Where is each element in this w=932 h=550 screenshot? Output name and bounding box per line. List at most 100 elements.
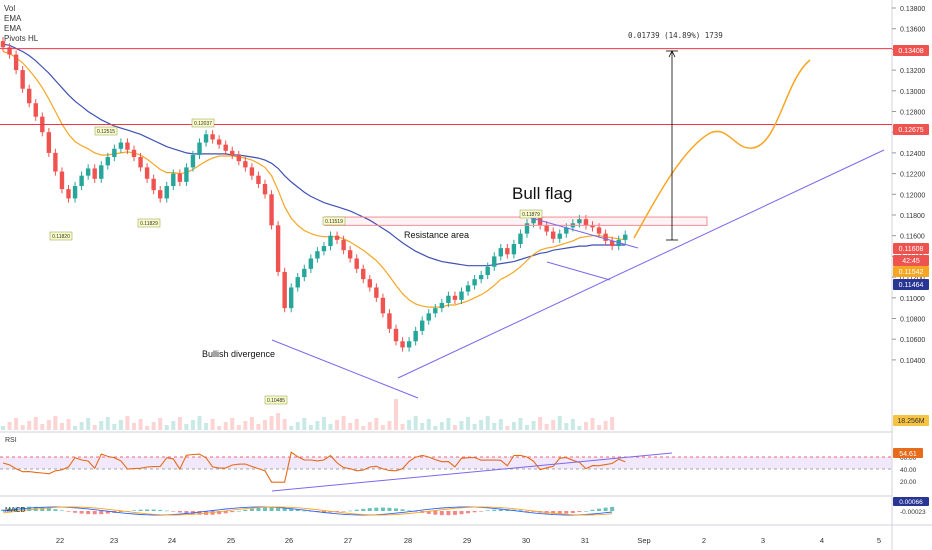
pivot-label: 0.11879 <box>522 212 540 218</box>
candle-body <box>623 234 628 240</box>
candle-body <box>341 239 346 251</box>
macd-histogram-bar <box>46 508 51 511</box>
price-axis[interactable]: 0.138000.136000.134000.132000.130000.128… <box>892 6 925 365</box>
projection-path[interactable] <box>633 59 811 239</box>
legend-item[interactable]: EMA <box>4 14 22 23</box>
macd-histogram-bar <box>158 509 163 511</box>
volume-bar <box>59 423 64 430</box>
volume-bar <box>367 422 372 430</box>
candle-body <box>374 287 379 298</box>
candle-body <box>393 328 399 342</box>
rsi-trendline[interactable] <box>271 452 673 492</box>
volume-bar <box>557 416 562 430</box>
divergence-label[interactable]: Bullish divergence <box>202 349 275 359</box>
candle-body <box>609 240 615 247</box>
volume-bar <box>164 425 169 430</box>
volume-bar <box>315 421 320 430</box>
candle-body <box>20 70 25 89</box>
legend-item[interactable]: EMA <box>4 24 22 33</box>
flag-lower-line[interactable] <box>546 261 611 281</box>
rsi-badge-label: 54.61 <box>899 451 917 458</box>
macd-signal-line <box>2 506 613 516</box>
macd-histogram-bar <box>53 509 58 511</box>
volume-bar <box>73 426 78 430</box>
measure-label: 0.01739 (14.89%) 1739 <box>628 31 723 40</box>
candle-body <box>0 41 6 48</box>
indicator-legend: Vol EMA EMA Pivots HL <box>4 4 38 44</box>
resistance-zone[interactable] <box>324 216 708 226</box>
pivot-box <box>264 395 288 405</box>
pivot-label: 0.10485 <box>267 398 285 404</box>
volume-bar <box>66 419 71 430</box>
macd-histogram-bar <box>177 511 182 513</box>
volume-bar <box>236 425 241 430</box>
pivot-box <box>94 126 118 136</box>
candle-body <box>72 186 78 199</box>
volume-bar <box>400 424 405 430</box>
candle-body <box>46 132 52 153</box>
macd-histogram-bar <box>564 511 569 514</box>
pivot-box <box>49 231 73 241</box>
volume-bar <box>472 424 477 430</box>
volume-bar <box>269 416 274 430</box>
divergence-trendline[interactable] <box>271 339 419 399</box>
volume-bar <box>603 421 608 430</box>
volume-bar <box>505 426 510 430</box>
candle-body <box>498 248 503 257</box>
bull-flag-label[interactable]: Bull flag <box>512 184 572 203</box>
time-tick-label: 5 <box>877 536 881 545</box>
candle-body <box>79 175 84 187</box>
macd-histogram-bar <box>105 511 110 514</box>
candle-body <box>190 154 196 168</box>
legend-item[interactable]: Pivots HL <box>4 34 39 43</box>
volume-bar <box>610 417 615 430</box>
candle-body <box>361 268 366 280</box>
support-trendline[interactable] <box>397 149 885 379</box>
macd-histogram-bar <box>321 511 326 513</box>
drawing-overlays[interactable] <box>0 48 892 399</box>
price-tick-label: 0.12000 <box>900 192 925 199</box>
volume-bar <box>577 426 582 430</box>
macd-histogram-bar <box>439 511 444 516</box>
macd-histogram-bar <box>276 507 281 511</box>
macd-histogram-bar <box>132 510 136 511</box>
volume-bar <box>439 422 444 430</box>
volume-bar <box>243 421 248 430</box>
price-badge <box>893 124 929 135</box>
candle-body <box>66 189 71 199</box>
time-tick-label: 3 <box>761 536 765 545</box>
legend-item[interactable]: Vol <box>4 4 16 13</box>
rsi-pane[interactable]: 60.00 40.00 20.00 54.61 <box>0 448 923 492</box>
candle-body <box>177 173 183 182</box>
candle-body <box>321 246 327 252</box>
pivot-label: 0.11820 <box>52 234 70 240</box>
price-tick-label: 0.12800 <box>900 110 925 117</box>
volume-bar <box>459 421 464 430</box>
rsi-tick-label: 60.00 <box>900 455 917 462</box>
candle-body <box>439 302 445 309</box>
macd-pane[interactable]: 0.00066 -0.00023 <box>1 497 929 516</box>
volume-bar <box>20 425 25 430</box>
price-tick-label: 0.10600 <box>900 337 925 344</box>
price-badge-label: 0.13408 <box>898 48 923 55</box>
macd-histogram-bar <box>610 506 615 511</box>
price-tick-label: 0.12400 <box>900 151 925 158</box>
candle-body <box>459 291 464 300</box>
candle-body <box>223 144 228 151</box>
volume-bar <box>125 416 130 430</box>
candle-body <box>452 295 458 300</box>
time-axis[interactable]: 22 23 24 25 26 27 28 29 30 31 Sep 2 3 4 5 <box>56 536 881 545</box>
macd-histogram-bar <box>570 511 575 514</box>
resistance-label[interactable]: Resistance area <box>404 230 469 240</box>
candle-body <box>596 227 602 234</box>
macd-histogram-bar <box>551 511 556 514</box>
flag-upper-line[interactable] <box>527 216 639 249</box>
ema-lines <box>2 43 626 308</box>
candle-body <box>347 250 353 259</box>
macd-histogram-bar <box>66 511 71 512</box>
volume-bar <box>190 420 195 430</box>
macd-histogram-bar <box>374 507 379 511</box>
volume-bar <box>132 423 136 430</box>
